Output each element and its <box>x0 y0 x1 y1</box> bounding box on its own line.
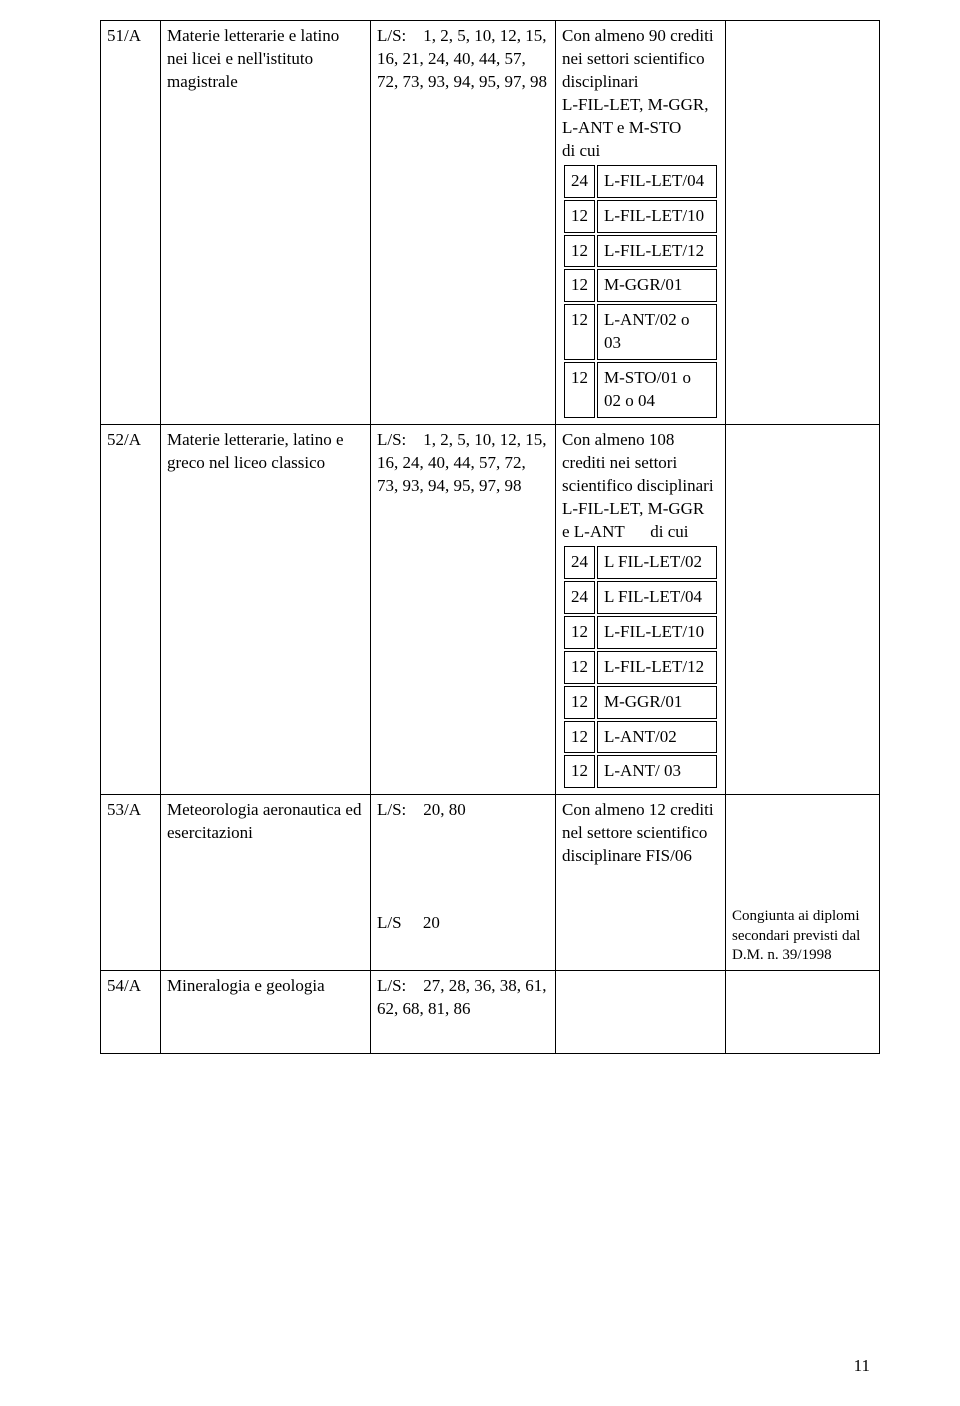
ls-label: L/S: <box>377 976 406 995</box>
page-number: 11 <box>854 1356 870 1376</box>
subject-cell: Meteorologia aeronautica ed esercitazion… <box>161 795 371 971</box>
requirements-table: 51/A Materie letterarie e latino nei lic… <box>100 20 880 1054</box>
subject-cell: Mineralogia e geologia <box>161 970 371 1053</box>
credits-list: 24L FIL-LET/02 24L FIL-LET/04 12L-FIL-LE… <box>562 544 719 791</box>
table-row: 53/A Meteorologia aeronautica ed esercit… <box>101 795 880 971</box>
subject-cell: Materie letterarie, latino e greco nel l… <box>161 425 371 795</box>
ls-cell: L/S: 1, 2, 5, 10, 12, 15, 16, 21, 24, 40… <box>371 21 556 425</box>
ls-label: L/S: <box>377 430 406 449</box>
credits-list: 24L-FIL-LET/04 12L-FIL-LET/10 12L-FIL-LE… <box>562 163 719 421</box>
code-cell: 53/A <box>101 795 161 971</box>
note-cell: Congiunta ai diplomi secondari previsti … <box>726 795 880 971</box>
credits-sectors: L-FIL-LET, M-GGR <box>562 498 719 521</box>
credits-cell: Con almeno 108 crediti nei settori scien… <box>556 425 726 795</box>
credits-sectors: L-FIL-LET, M-GGR, L-ANT e M-STO <box>562 94 719 140</box>
code-cell: 54/A <box>101 970 161 1053</box>
credits-intro: Con almeno 90 crediti nei settori scient… <box>562 25 719 94</box>
ls-numbers: 20 <box>423 913 440 932</box>
note-cell <box>726 21 880 425</box>
code-cell: 52/A <box>101 425 161 795</box>
subject-cell: Materie letterarie e latino nei licei e … <box>161 21 371 425</box>
code-cell: 51/A <box>101 21 161 425</box>
table-row: 51/A Materie letterarie e latino nei lic… <box>101 21 880 425</box>
credits-cell: Con almeno 90 crediti nei settori scient… <box>556 21 726 425</box>
credits-intro: Con almeno 12 crediti nel settore scient… <box>562 799 719 868</box>
ls-cell: L/S: 20, 80 L/S 20 <box>371 795 556 971</box>
ls-label: L/S: <box>377 800 406 819</box>
credits-cell <box>556 970 726 1053</box>
credits-intro: Con almeno 108 crediti nei settori scien… <box>562 429 719 498</box>
note-cell <box>726 970 880 1053</box>
ls-cell: L/S: 27, 28, 36, 38, 61, 62, 68, 81, 86 <box>371 970 556 1053</box>
credits-cell: Con almeno 12 crediti nel settore scient… <box>556 795 726 971</box>
credits-dicui: di cui <box>562 140 719 163</box>
table-row: 54/A Mineralogia e geologia L/S: 27, 28,… <box>101 970 880 1053</box>
ls-label: L/S <box>377 913 402 932</box>
ls-label: L/S: <box>377 26 406 45</box>
table-row: 52/A Materie letterarie, latino e greco … <box>101 425 880 795</box>
credits-dicui-line: e L-ANT di cui <box>562 521 719 544</box>
note-cell <box>726 425 880 795</box>
ls-numbers: 20, 80 <box>423 800 466 819</box>
ls-cell: L/S: 1, 2, 5, 10, 12, 15, 16, 24, 40, 44… <box>371 425 556 795</box>
